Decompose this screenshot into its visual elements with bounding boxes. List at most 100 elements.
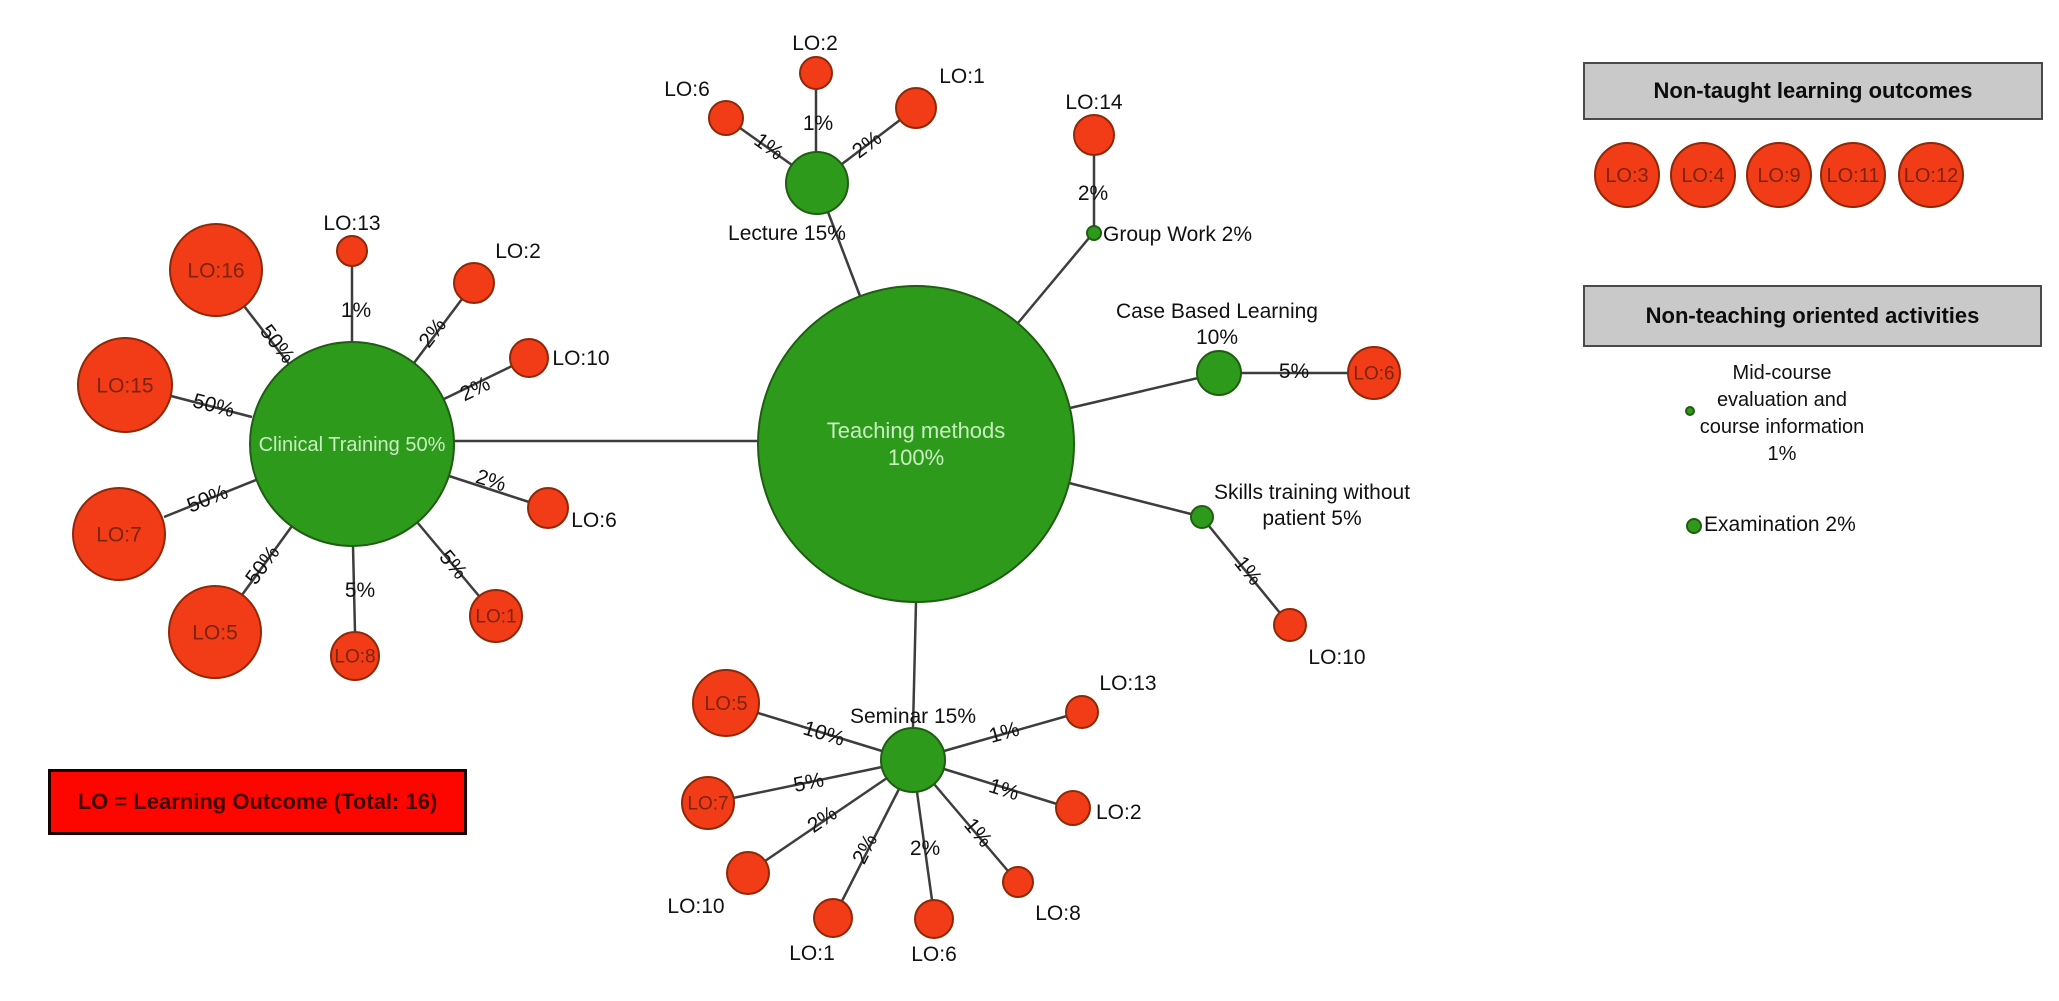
edge-seminar-sem-lo1 <box>840 788 901 902</box>
node-skills-training-without-patient <box>1190 505 1214 529</box>
label-seminar: Seminar 15% <box>850 705 976 728</box>
label-nt-lo4: LO:4 <box>1681 165 1724 187</box>
label-ct-lo7: LO:7 <box>96 523 142 546</box>
label-sem-lo1: LO:1 <box>789 942 835 965</box>
edge-teaching-methods-seminar <box>911 601 918 729</box>
non-taught-outcomes-title: Non-taught learning outcomes <box>1653 78 1973 103</box>
mid-course-evaluation-label: Mid-course evaluation and course informa… <box>1699 362 1865 465</box>
node-sem-lo10 <box>726 851 770 895</box>
node-teaching-methods <box>757 285 1075 603</box>
node-lec-lo2 <box>799 56 833 90</box>
label-ct-lo6: LO:6 <box>571 509 617 532</box>
label-sem-lo7: LO:7 <box>687 794 728 815</box>
label-ct-lo2: LO:2 <box>495 240 541 263</box>
node-gw-lo14 <box>1073 114 1115 156</box>
node-lecture <box>785 151 849 215</box>
label-ct-lo1: LO:1 <box>475 607 516 628</box>
node-ct-lo8 <box>330 631 380 681</box>
node-ct-lo10 <box>509 338 549 378</box>
node-ct-lo13 <box>336 235 368 267</box>
edge-label-seminar-sem-lo13: 1% <box>986 718 1021 748</box>
label-sem-lo2: LO:2 <box>1096 801 1142 824</box>
label-sem-lo8: LO:8 <box>1035 902 1081 925</box>
label-nt-lo9: LO:9 <box>1757 165 1800 187</box>
node-lec-lo1 <box>895 87 937 129</box>
edge-seminar-sem-lo2 <box>943 767 1058 806</box>
node-sem-lo5 <box>692 669 760 737</box>
non-taught-outcomes-header: Non-taught learning outcomes <box>1583 62 2043 120</box>
edge-label-seminar-sem-lo5: 10% <box>800 717 847 751</box>
node-clinical-training <box>249 341 455 547</box>
label-sem-lo10: LO:10 <box>667 895 724 918</box>
label-lecture: Lecture 15% <box>728 222 846 245</box>
label-skills-training-without-patient: Skills training without patient 5% <box>1214 481 1410 530</box>
edge-label-seminar-sem-lo1: 2% <box>848 830 882 867</box>
edge-clinical-training-ct-lo16 <box>243 305 290 365</box>
node-ct-lo16 <box>169 223 263 317</box>
node-cbl-lo6 <box>1347 346 1401 400</box>
edge-clinical-training-ct-lo10 <box>443 364 513 401</box>
edge-clinical-training-ct-lo15 <box>170 394 253 419</box>
label-ct-lo5: LO:5 <box>192 621 238 644</box>
node-nt-lo11 <box>1820 142 1886 208</box>
edge-label-seminar-sem-lo7: 5% <box>791 768 825 797</box>
edge-clinical-training-ct-lo1 <box>416 521 480 597</box>
node-nt-lo4 <box>1670 142 1736 208</box>
node-lec-lo6 <box>708 100 744 136</box>
node-nt-lo3 <box>1594 142 1660 208</box>
label-group-work: Group Work 2% <box>1103 223 1252 246</box>
node-sem-lo2 <box>1055 790 1091 826</box>
edge-label-lecture-lec-lo2: 1% <box>803 112 833 135</box>
edge-clinical-training-ct-lo6 <box>448 474 530 504</box>
edge-clinical-training-ct-lo5 <box>240 525 294 596</box>
node-ct-lo1 <box>469 589 523 643</box>
label-sem-lo13: LO:13 <box>1099 672 1156 695</box>
label-teaching-methods: Teaching methods 100% <box>827 418 1006 470</box>
label-clinical-training: Clinical Training 50% <box>259 434 446 456</box>
label-nt-lo11: LO:11 <box>1827 165 1880 187</box>
node-mid-course-dot <box>1685 406 1695 416</box>
non-teaching-activities-header: Non-teaching oriented activities <box>1583 285 2042 347</box>
node-group-work <box>1086 225 1102 241</box>
label-nt-lo3: LO:3 <box>1605 165 1648 187</box>
edge-label-clinical-training-ct-lo13: 1% <box>341 299 371 322</box>
edge-seminar-sem-lo8 <box>933 783 1009 872</box>
node-nt-lo9 <box>1746 142 1812 208</box>
edge-teaching-methods-skills-training-without-patient <box>1068 481 1192 516</box>
examination-label: Examination 2% <box>1704 513 1856 536</box>
edge-label-clinical-training-ct-lo8: 5% <box>345 579 375 602</box>
edge-clinical-training-ct-lo8 <box>351 545 357 633</box>
node-ct-lo2 <box>453 262 495 304</box>
label-nt-lo12: LO:12 <box>1904 165 1958 187</box>
node-sem-lo8 <box>1002 866 1034 898</box>
label-gw-lo14: LO:14 <box>1065 91 1123 114</box>
edge-seminar-sem-lo13 <box>943 714 1068 753</box>
edge-label-clinical-training-ct-lo6: 2% <box>473 465 509 496</box>
node-seminar <box>880 727 946 793</box>
label-lec-lo6: LO:6 <box>664 78 710 101</box>
node-sem-lo7 <box>681 776 735 830</box>
node-examination-dot <box>1686 518 1702 534</box>
edge-clinical-training-ct-lo2 <box>413 298 463 364</box>
label-sem-lo6: LO:6 <box>911 943 957 966</box>
label-ct-lo13: LO:13 <box>323 212 380 235</box>
edge-label-clinical-training-ct-lo15: 50% <box>190 389 236 422</box>
node-sem-lo1 <box>813 898 853 938</box>
edge-label-case-based-learning-cbl-lo6: 5% <box>1279 360 1309 383</box>
edge-label-lecture-lec-lo1: 2% <box>848 126 886 163</box>
node-case-based-learning <box>1196 350 1242 396</box>
edge-teaching-methods-case-based-learning <box>1069 376 1199 410</box>
node-st-lo10 <box>1273 608 1307 642</box>
edge-lecture-lec-lo1 <box>841 119 901 165</box>
label-ct-lo16: LO:16 <box>187 259 244 282</box>
label-ct-lo10: LO:10 <box>552 347 609 370</box>
edge-label-group-work-gw-lo14: 2% <box>1078 182 1108 205</box>
label-ct-lo8: LO:8 <box>334 647 375 668</box>
edge-seminar-sem-lo6 <box>915 791 934 901</box>
node-sem-lo13 <box>1065 695 1099 729</box>
lo-legend-box: LO = Learning Outcome (Total: 16) <box>48 769 467 835</box>
edge-teaching-methods-lecture <box>826 211 862 297</box>
node-ct-lo6 <box>527 487 569 529</box>
